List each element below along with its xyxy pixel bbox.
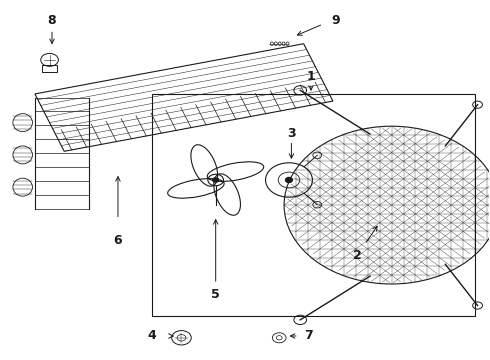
- Text: 7: 7: [304, 329, 313, 342]
- Text: 6: 6: [114, 234, 122, 247]
- Text: 1: 1: [307, 69, 316, 82]
- Text: 3: 3: [287, 127, 296, 140]
- Circle shape: [286, 177, 293, 183]
- Text: 2: 2: [353, 249, 362, 262]
- Text: 9: 9: [331, 14, 340, 27]
- Circle shape: [213, 178, 219, 182]
- Text: 4: 4: [148, 329, 156, 342]
- Text: 5: 5: [211, 288, 220, 301]
- Text: 8: 8: [48, 14, 56, 27]
